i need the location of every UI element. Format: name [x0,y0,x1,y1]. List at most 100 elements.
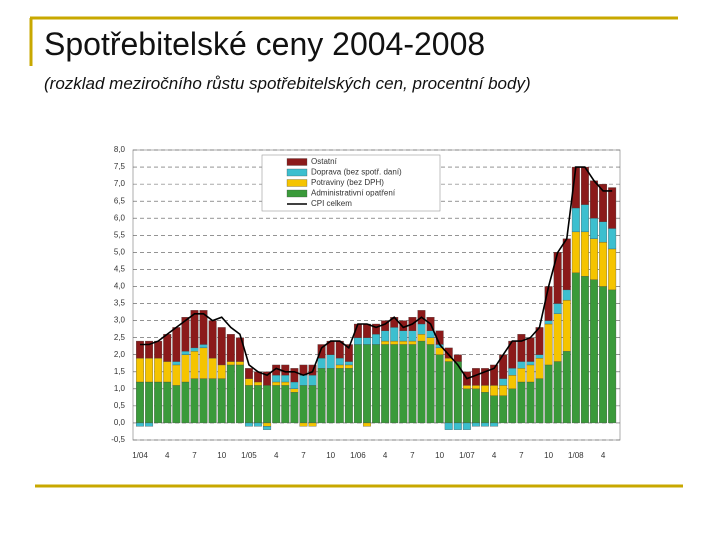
x-tick-label: 1/04 [132,451,148,460]
x-tick-label: 10 [326,451,335,460]
bar-segment [344,361,353,366]
bar-segment [517,381,526,424]
legend: Ostatní Doprava (bez spotř. daní)Potravin… [261,154,441,212]
bar-segment [553,303,562,314]
bar-segment [199,310,208,345]
bar-segment [390,327,399,342]
bar-segment [344,344,353,362]
bar-segment [590,180,598,219]
bar-segment [217,327,226,366]
x-tick-label: 10 [217,451,226,460]
bar-segment [181,351,190,355]
bar-segment [190,378,199,424]
bar-segment [154,381,163,424]
bar-segment [408,340,417,345]
legend-swatch [286,158,308,166]
bar-segment [481,368,489,386]
bar-segment [599,286,608,424]
bar-segment [290,368,299,383]
bar-segment [408,330,417,342]
bar-segment [408,344,417,424]
bar-segment [472,388,480,424]
y-tick-label: 4,0 [114,282,126,291]
bar-segment [363,422,371,427]
bar-segment [199,347,208,379]
bar-segment [145,381,154,424]
bar-segment [172,364,181,386]
bar-segment [308,422,317,427]
title: Spotřebitelské ceny 2004-2008 [44,26,486,62]
bar-segment [481,392,489,424]
bar-segment [154,357,163,383]
bar-segment [199,378,208,424]
bar-segment [562,299,571,352]
bar-segment [490,395,499,424]
x-tick-label: 7 [519,451,524,460]
x-tick-label: 4 [165,451,170,460]
bar-segment [399,344,408,424]
bar-segment [136,340,144,359]
bar-segment [453,422,462,430]
bar-segment [299,375,308,386]
bar-segment [163,381,172,424]
bar-segment [481,385,489,393]
x-tick-label: 1/08 [568,451,584,460]
bar-segment [599,221,608,243]
y-tick-label: 7,5 [114,162,126,171]
bar-segment [444,422,453,430]
bar-segment [508,375,517,389]
bar-segment [245,378,253,386]
bar-segment [444,347,453,359]
bar-segment [499,395,508,424]
bar-segment [599,183,608,222]
bar-segment [226,361,235,366]
y-tick-label: 2,0 [114,350,126,359]
bar-segment [317,357,326,369]
bar-segment [526,364,535,383]
bar-segment [363,323,371,338]
bar-segment [353,344,362,424]
bar-segment [272,375,281,383]
bar-segment [317,368,326,424]
x-tick-label: 4 [601,451,606,460]
x-tick-label: 4 [492,451,497,460]
bar-segment [462,388,471,424]
bar-segment [217,378,226,424]
bar-segment [390,344,399,424]
bar-segment [335,368,344,424]
bar-segment [163,361,172,383]
bar-segment [344,364,353,369]
bar-segment [154,340,163,359]
bar-segment [272,381,281,386]
bar-segment [263,426,272,430]
bar-segment [226,334,235,362]
bar-segment [254,422,262,427]
y-tick-label: 4,5 [114,265,126,274]
bar-segment [517,368,526,383]
bar-segment [145,422,154,427]
x-tick-label: 7 [410,451,415,460]
bar-segment [190,347,199,352]
bar-segment [399,340,408,345]
y-tick-label: 0,0 [114,418,126,427]
legend-swatch [286,179,308,187]
legend-swatch [286,168,308,177]
bar-segment [226,364,235,424]
y-tick-label: 5,5 [114,230,126,239]
bar-segment [580,276,589,424]
bar-segment [590,218,598,239]
bar-segment [290,392,299,424]
bar-segment [544,364,553,424]
bar-segment [281,381,290,386]
bar-segment [263,371,272,386]
bar-segment [499,385,508,396]
bar-segment [235,361,244,366]
bar-segment [608,228,617,250]
bar-segment [208,357,217,379]
bar-segment [353,337,362,345]
bar-segment [472,422,480,427]
bar-segment [308,385,317,424]
x-tick-label: 10 [544,451,553,460]
